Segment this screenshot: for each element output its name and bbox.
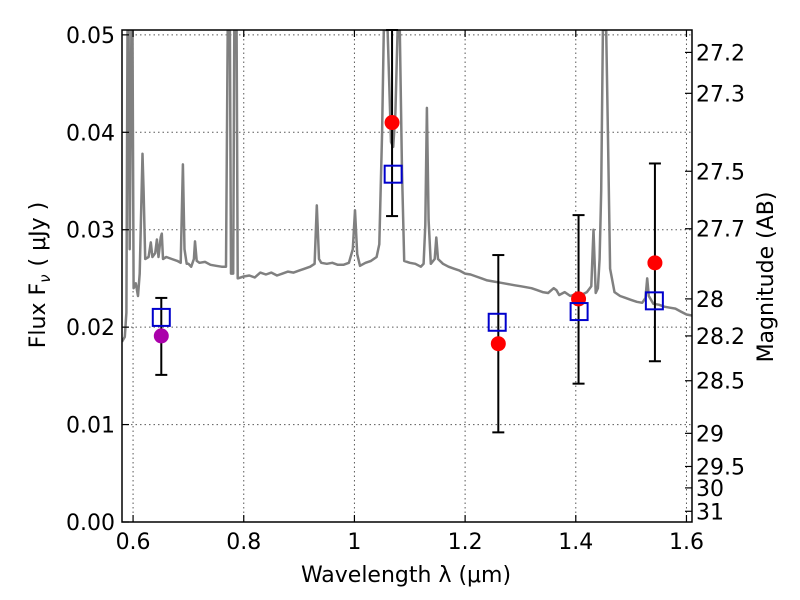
y-tick-label: 0.02 [66,316,115,341]
observed-flux-point [490,336,506,352]
x-tick-label: 0.6 [116,530,151,555]
y-tick-label: 0.05 [66,24,115,49]
y-axis-title: Flux Fν ( μJy ) [26,202,54,348]
model-flux-square [151,307,171,327]
y2-axis-title: Magnitude (AB) [754,192,779,363]
observed-flux-point [384,115,400,131]
x-tick-label: 1.4 [558,530,593,555]
y-tick-label: 0.01 [66,414,115,439]
spectrum-line [122,30,692,343]
x-tick-label: 0.8 [226,530,261,555]
model-spectrum-layer [122,30,692,343]
observed-flux-point [153,328,169,344]
y-axis-title-main: Flux F [26,283,51,348]
y2-tick-label: 29 [696,422,724,447]
plot-frame [121,29,693,523]
observed-flux-point [647,255,663,271]
y2-tick-label: 31 [696,500,724,525]
y2-tick-label: 28.2 [696,325,745,350]
x-tick-label: 1.2 [448,530,483,555]
y2-tick-label: 29.5 [696,455,745,480]
y-axis-title-unit: ( μJy ) [26,202,51,267]
y-tick-label: 0.00 [66,511,115,536]
model-flux-square [644,291,664,311]
axis-ticks: 0.6 0.8 1 1.2 1.4 1.6 0.00 0.01 0.02 0.03 0.04 0.05… [66,24,745,555]
y2-tick-label: 27.3 [696,82,745,107]
y-axis-title-subscript: ν [36,274,54,282]
y2-tick-label: 27.2 [696,41,745,66]
y2-axis-title-group: Magnitude (AB) [754,192,779,363]
y2-tick-label: 27.7 [696,218,745,243]
y2-tick-label: 28 [696,288,724,313]
x-axis-title: Wavelength λ (μm) [301,563,511,588]
model-flux-square [569,302,589,322]
observed-flux-point [571,291,587,307]
y-tick-label: 0.03 [66,219,115,244]
x-tick-label: 1.6 [669,530,704,555]
y2-tick-label: 28.5 [696,370,745,395]
model-flux-square [383,164,403,184]
x-tick-label: 1 [347,530,361,555]
model-flux-square [487,312,507,332]
y-axis-title-group: Flux Fν ( μJy ) [26,202,54,348]
y-tick-label: 0.04 [66,121,115,146]
data-points-layer [151,115,664,352]
y2-tick-label: 27.5 [696,160,745,185]
y2-tick-label: 30 [696,477,724,502]
